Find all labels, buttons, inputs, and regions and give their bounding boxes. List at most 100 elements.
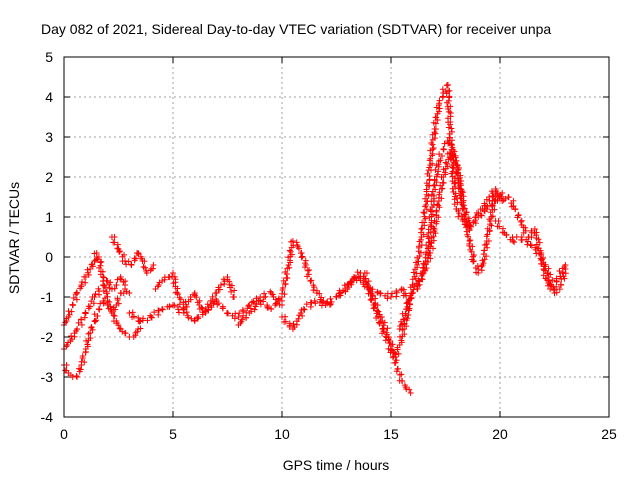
data-point-interp xyxy=(279,287,286,294)
data-point-interp xyxy=(401,382,408,389)
data-point-interp xyxy=(122,330,129,337)
data-point-interp xyxy=(68,308,75,315)
data-point xyxy=(137,318,144,324)
data-point-interp xyxy=(495,218,502,225)
data-point-interp xyxy=(142,264,149,271)
data-point-interp xyxy=(97,262,104,269)
data-point xyxy=(333,294,340,300)
data-point-interp xyxy=(522,227,529,234)
data-point-interp xyxy=(111,239,118,246)
data-point-interp xyxy=(437,182,444,189)
data-point-interp xyxy=(391,360,398,367)
data-point-interp xyxy=(539,256,546,263)
data-point-interp xyxy=(415,243,422,250)
data-point-interp xyxy=(505,194,512,201)
data-point-interp xyxy=(376,319,383,326)
data-point-interp xyxy=(64,342,71,349)
data-point-interp xyxy=(128,261,135,268)
data-point-interp xyxy=(430,182,437,189)
data-point-interp xyxy=(549,277,556,284)
y-tick-label: 1 xyxy=(45,209,53,225)
data-point-interp xyxy=(268,305,275,312)
x-tick-label: 0 xyxy=(60,426,68,442)
data-point-interp xyxy=(85,303,92,310)
data-point-interp xyxy=(445,97,452,104)
data-point xyxy=(473,214,480,220)
data-point-interp xyxy=(123,288,130,295)
data-point-interp xyxy=(452,160,459,167)
data-point-interp xyxy=(436,191,443,198)
data-point xyxy=(126,310,133,316)
data-point-interp xyxy=(71,330,78,337)
data-point-interp xyxy=(111,285,118,292)
data-point-interp xyxy=(199,311,206,318)
data-point-interp xyxy=(420,209,427,216)
data-point-interp xyxy=(367,296,374,303)
data-point-interp xyxy=(432,230,439,237)
data-point-interp xyxy=(487,218,494,225)
data-point xyxy=(231,294,238,300)
data-point-interp xyxy=(176,309,183,316)
y-tick-label: 3 xyxy=(45,129,53,145)
data-point-interp xyxy=(473,209,480,216)
data-point-interp xyxy=(465,215,472,222)
data-point-interp xyxy=(439,94,446,101)
data-point-interp xyxy=(433,173,440,180)
data-point-interp xyxy=(78,321,85,328)
data-point-interp xyxy=(432,126,439,133)
data-point-interp xyxy=(419,219,426,226)
data-point-interp xyxy=(438,152,445,159)
data-point-interp xyxy=(430,144,437,151)
data-point-interp xyxy=(481,247,488,254)
data-point-interp xyxy=(443,160,450,167)
x-tick-label: 5 xyxy=(169,426,177,442)
data-point xyxy=(82,274,89,280)
data-point-interp xyxy=(395,350,402,357)
data-point xyxy=(350,274,357,280)
data-point-interp xyxy=(288,244,295,251)
data-point-interp xyxy=(415,282,422,289)
data-point-interp xyxy=(123,261,130,268)
data-point-interp xyxy=(553,283,560,290)
data-point xyxy=(187,294,194,300)
data-point-interp xyxy=(304,267,311,274)
data-point xyxy=(159,278,166,284)
data-point-interp xyxy=(445,139,452,146)
data-point-interp xyxy=(447,113,454,120)
data-point xyxy=(414,262,421,268)
data-point xyxy=(170,270,176,276)
data-point-interp xyxy=(73,296,80,303)
y-axis-label: SDTVAR / TECUs xyxy=(6,182,22,294)
data-point-interp xyxy=(557,281,564,288)
data-point-interp xyxy=(348,278,355,285)
data-point xyxy=(246,302,253,308)
data-point xyxy=(377,290,384,296)
data-point-interp xyxy=(336,292,343,299)
data-point-interp xyxy=(511,239,518,246)
data-point-interp xyxy=(88,323,95,330)
data-point-interp xyxy=(431,192,438,199)
data-point-interp xyxy=(545,265,552,272)
data-point-interp xyxy=(386,340,393,347)
data-point-interp xyxy=(370,305,377,312)
data-point-interp xyxy=(422,251,429,258)
data-point-interp xyxy=(462,211,469,218)
data-point-interp xyxy=(469,243,476,250)
data-point-interp xyxy=(214,301,221,308)
data-point-interp xyxy=(264,302,271,309)
data-point-interp xyxy=(327,295,334,302)
data-point-interp xyxy=(90,300,97,307)
data-point xyxy=(74,374,81,380)
data-point-interp xyxy=(310,287,317,294)
data-point-interp xyxy=(303,301,310,308)
data-point-interp xyxy=(299,312,306,319)
data-point-interp xyxy=(450,157,457,164)
data-point-interp xyxy=(446,87,453,94)
data-point-interp xyxy=(455,207,462,214)
data-point-interp xyxy=(445,156,452,163)
data-point-interp xyxy=(434,201,441,208)
data-point-interp xyxy=(394,346,401,353)
data-point-interp xyxy=(470,253,477,260)
data-point-interp xyxy=(130,313,137,320)
data-point-interp xyxy=(484,225,491,232)
